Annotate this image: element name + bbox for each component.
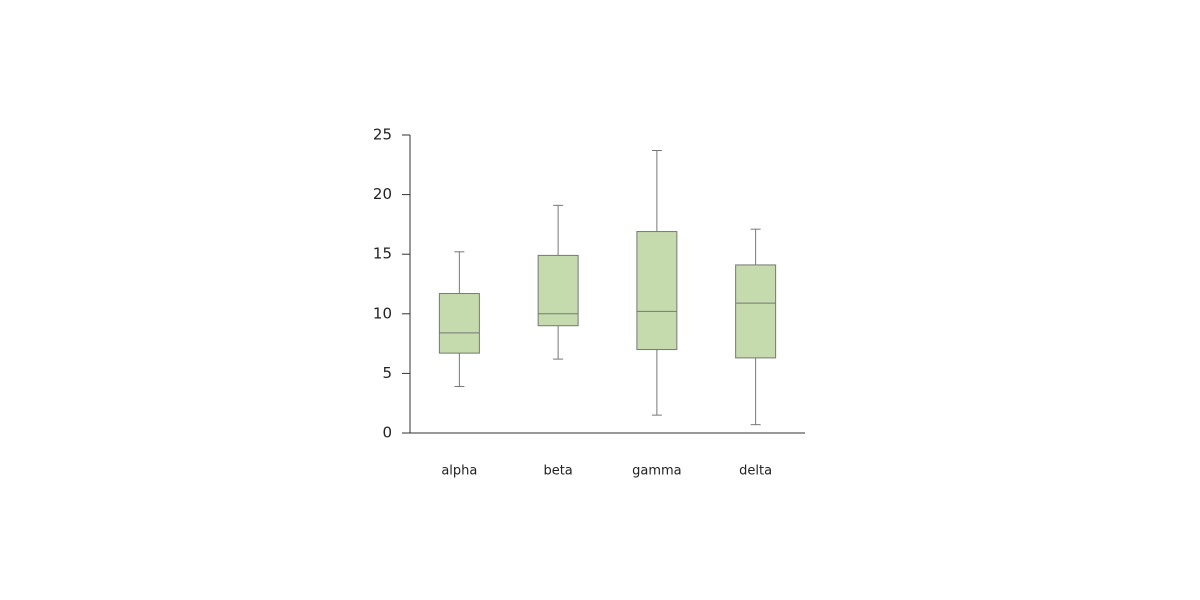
- x-tick-label: beta: [543, 464, 572, 479]
- y-tick-label: 15: [373, 245, 392, 263]
- box: [636, 231, 678, 351]
- y-tick-label: 10: [373, 304, 392, 322]
- x-tick-label: gamma: [632, 464, 682, 479]
- box: [735, 264, 777, 359]
- y-tick-label: 5: [382, 364, 392, 382]
- x-tick-label: alpha: [441, 464, 477, 479]
- y-tick-label: 20: [373, 185, 392, 203]
- x-tick-label: delta: [739, 464, 772, 479]
- y-tick-label: 0: [382, 424, 392, 442]
- box: [537, 254, 579, 327]
- box: [438, 293, 480, 354]
- y-tick-label: 25: [373, 126, 392, 144]
